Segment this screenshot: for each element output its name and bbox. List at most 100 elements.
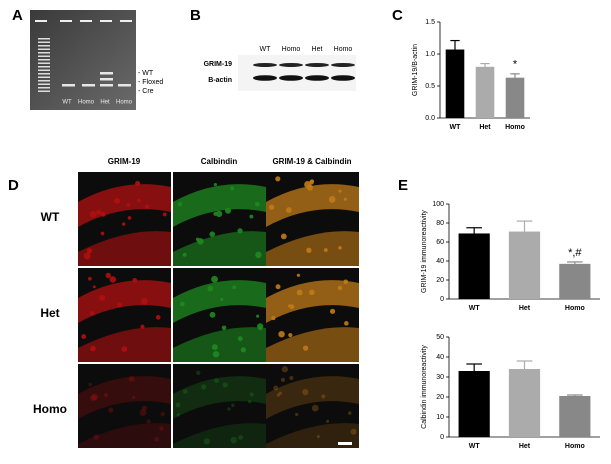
ladder-band [38, 90, 50, 92]
cell [249, 392, 254, 397]
cell [197, 238, 204, 245]
y-tick-label: 10 [436, 414, 444, 421]
ladder-band [38, 76, 50, 78]
cell [220, 297, 224, 301]
cell [211, 275, 218, 283]
cell [295, 412, 299, 417]
gel-band [82, 84, 95, 87]
cell-layer [266, 327, 359, 362]
cell [89, 210, 97, 218]
cell-layer [266, 423, 359, 448]
gel-band [62, 84, 75, 87]
cell [155, 315, 161, 320]
cell [136, 198, 141, 203]
cell [275, 176, 281, 182]
bar [445, 49, 465, 118]
cell [99, 294, 106, 301]
cell-layer [78, 280, 171, 323]
blot-band [305, 75, 329, 81]
row-header: WT [41, 210, 60, 224]
cell-layer [78, 184, 171, 227]
lane-label: Het [312, 46, 323, 53]
row-label: GRIM-19 [204, 61, 233, 68]
ladder-band [38, 62, 50, 64]
micrograph [266, 364, 359, 448]
cell [302, 388, 309, 396]
y-tick-label: 0 [440, 434, 444, 441]
cell-layer [78, 327, 171, 362]
blot-band [279, 75, 303, 81]
cell [337, 285, 343, 291]
cell [249, 214, 254, 219]
cell [278, 330, 285, 338]
cell [343, 197, 347, 201]
x-tick-label: WT [469, 443, 481, 450]
lane-label: Het [100, 100, 110, 106]
cell [281, 366, 289, 373]
cell [96, 209, 102, 215]
panel-label: C [392, 7, 403, 24]
cell [139, 409, 147, 416]
cell [103, 392, 109, 398]
blot-band [253, 63, 277, 67]
blot-band [279, 63, 303, 67]
well [100, 20, 112, 22]
gel-band [118, 84, 131, 87]
blot-image [238, 55, 356, 91]
y-tick-label: 30 [436, 374, 444, 381]
cell [132, 277, 138, 283]
cell-layer [266, 280, 359, 323]
annotation: * [513, 59, 518, 71]
lane-label: Homo [334, 46, 353, 53]
cell [89, 310, 95, 316]
ladder-band [38, 45, 50, 47]
cell-layer [78, 376, 171, 419]
cell [311, 404, 319, 412]
cell-layer [266, 184, 359, 227]
x-tick-label: WT [469, 305, 481, 312]
y-tick-label: 0 [440, 296, 444, 303]
scale-bar [338, 442, 352, 445]
cell [276, 393, 281, 397]
cell [121, 222, 126, 226]
cell [212, 350, 220, 358]
well [120, 20, 132, 22]
cell [146, 419, 151, 424]
bar [508, 369, 541, 437]
cell [237, 336, 243, 342]
cell [127, 216, 132, 220]
cell [215, 210, 223, 218]
cell-layer [78, 231, 171, 266]
cell [275, 284, 281, 290]
blot-band [253, 75, 277, 81]
bar [475, 66, 495, 118]
cell [90, 345, 96, 352]
cell [222, 382, 228, 388]
cell [306, 247, 312, 253]
bar [559, 396, 591, 437]
cell [344, 321, 349, 326]
well [60, 20, 72, 22]
y-tick-label: 0.0 [425, 115, 435, 122]
cell [238, 435, 243, 440]
x-tick-label: Homo [565, 443, 585, 450]
cell [248, 399, 252, 404]
cell [302, 345, 309, 351]
cell [256, 314, 260, 318]
cell [160, 411, 165, 417]
cell [209, 311, 216, 318]
bar [458, 371, 490, 437]
x-tick-label: Het [519, 305, 531, 312]
cell [177, 201, 183, 207]
ladder-band [38, 38, 50, 40]
cell [213, 211, 218, 216]
cell [240, 347, 246, 353]
ladder-band [38, 80, 50, 82]
cell [268, 204, 275, 210]
cell [211, 344, 218, 351]
panel-label: D [8, 177, 19, 194]
band-label: - WT [138, 70, 154, 77]
cell [209, 231, 216, 237]
x-tick-label: Homo [505, 124, 525, 131]
cell [93, 434, 99, 440]
